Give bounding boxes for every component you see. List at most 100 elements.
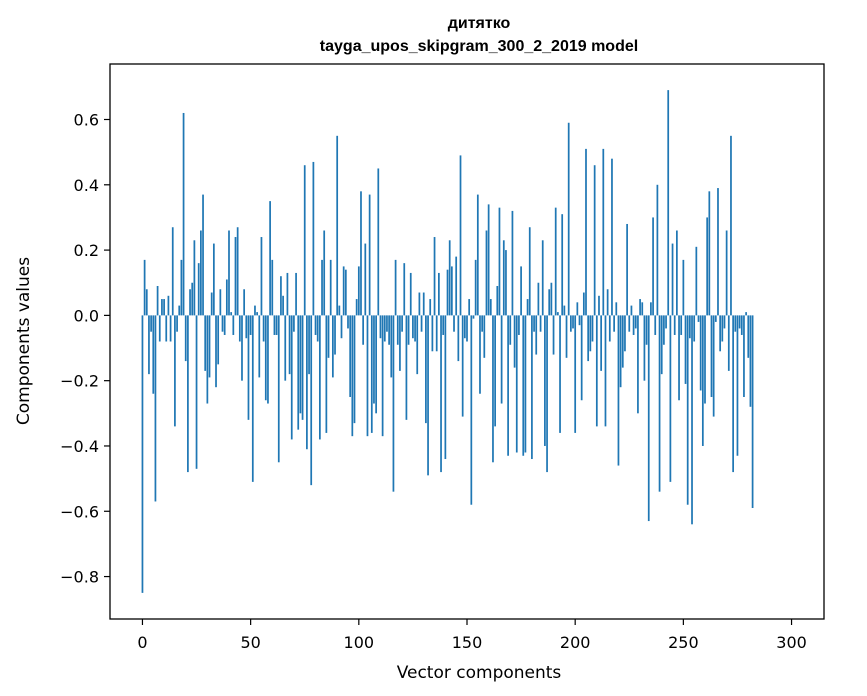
bar-181 <box>533 315 535 332</box>
bar-171 <box>511 210 514 316</box>
bar-202 <box>578 315 581 326</box>
bar-173 <box>515 315 518 453</box>
bar-276 <box>738 315 741 329</box>
y-tick-label: 0.6 <box>74 111 99 130</box>
y-axis-ticks: −0.8 −0.6 −0.4 −0.2 0.0 0.2 0.4 0.6 <box>60 111 110 587</box>
bar-105 <box>368 194 371 316</box>
bar-1 <box>143 259 146 316</box>
bar-232 <box>643 315 646 381</box>
bar-146 <box>457 315 460 362</box>
bar-70 <box>293 315 295 332</box>
bar-246 <box>673 315 676 335</box>
bar-217 <box>611 158 613 316</box>
bar-147 <box>459 155 462 316</box>
bar-192 <box>557 312 559 316</box>
bar-65 <box>282 295 284 316</box>
bar-98 <box>353 315 356 424</box>
bar-23 <box>191 282 194 316</box>
bar-277 <box>740 315 743 335</box>
bar-110 <box>379 315 382 339</box>
bar-117 <box>394 259 397 316</box>
bar-201 <box>576 302 579 316</box>
bar-222 <box>621 315 624 368</box>
bar-182 <box>535 315 538 355</box>
bar-281 <box>749 315 752 407</box>
bar-59 <box>269 201 271 316</box>
bar-267 <box>719 315 722 352</box>
bar-268 <box>721 315 724 342</box>
bar-148 <box>461 315 464 417</box>
bar-130 <box>422 292 425 316</box>
bar-97 <box>351 315 354 437</box>
bar-134 <box>431 315 434 352</box>
bar-63 <box>277 315 280 463</box>
bar-238 <box>656 184 659 316</box>
bar-280 <box>747 315 750 358</box>
bar-180 <box>531 315 533 460</box>
bar-137 <box>438 272 440 316</box>
bar-229 <box>637 315 639 414</box>
bar-255 <box>693 315 696 342</box>
x-axis-ticks: 0 50 100 150 200 250 300 <box>137 619 807 652</box>
bar-162 <box>492 315 494 463</box>
bar-81 <box>316 315 319 342</box>
x-tick-label: 100 <box>344 633 375 652</box>
bar-218 <box>613 315 615 332</box>
bar-61 <box>273 315 276 335</box>
y-tick-label: −0.4 <box>60 437 99 456</box>
bar-228 <box>634 315 637 329</box>
x-tick-label: 150 <box>452 633 483 652</box>
bar-8 <box>158 315 161 342</box>
bar-132 <box>427 315 429 476</box>
bar-76 <box>306 315 308 450</box>
bar-256 <box>695 246 698 316</box>
bar-170 <box>509 315 512 345</box>
bar-107 <box>373 315 375 404</box>
bar-7 <box>156 286 159 316</box>
bar-140 <box>444 315 447 460</box>
bar-157 <box>481 315 484 332</box>
bar-260 <box>704 315 706 404</box>
bar-244 <box>669 315 672 482</box>
bar-174 <box>518 315 520 335</box>
bar-234 <box>647 315 650 522</box>
bar-104 <box>366 315 369 437</box>
bar-99 <box>355 299 358 316</box>
bar-53 <box>256 312 258 316</box>
bar-245 <box>671 243 674 316</box>
bar-77 <box>308 315 310 375</box>
bar-233 <box>645 315 648 345</box>
bar-200 <box>574 315 577 433</box>
bar-144 <box>453 315 455 332</box>
bar-263 <box>710 315 713 397</box>
bar-257 <box>697 315 700 322</box>
bar-131 <box>425 315 427 424</box>
bar-111 <box>381 315 384 437</box>
bar-243 <box>667 90 670 316</box>
bar-89 <box>334 315 336 355</box>
y-tick-label: 0.2 <box>74 241 99 260</box>
bar-95 <box>347 315 349 329</box>
bar-265 <box>714 315 717 322</box>
y-tick-label: 0.4 <box>74 176 99 195</box>
bar-129 <box>420 315 423 332</box>
bar-55 <box>260 237 263 316</box>
bar-66 <box>284 315 287 381</box>
bar-231 <box>641 302 644 316</box>
x-tick-label: 300 <box>776 633 807 652</box>
bar-215 <box>606 289 609 316</box>
bar-166 <box>500 315 503 404</box>
bar-102 <box>362 315 365 345</box>
x-axis-label: Vector components <box>397 663 562 683</box>
bar-158 <box>483 315 486 358</box>
bar-186 <box>544 315 546 446</box>
bar-189 <box>550 282 553 316</box>
bar-226 <box>630 305 633 316</box>
bar-184 <box>539 315 542 332</box>
bar-135 <box>433 237 436 316</box>
bar-161 <box>489 299 492 316</box>
bar-34 <box>215 315 217 388</box>
bar-236 <box>652 217 654 316</box>
bar-100 <box>357 266 360 316</box>
bar-133 <box>429 299 432 316</box>
